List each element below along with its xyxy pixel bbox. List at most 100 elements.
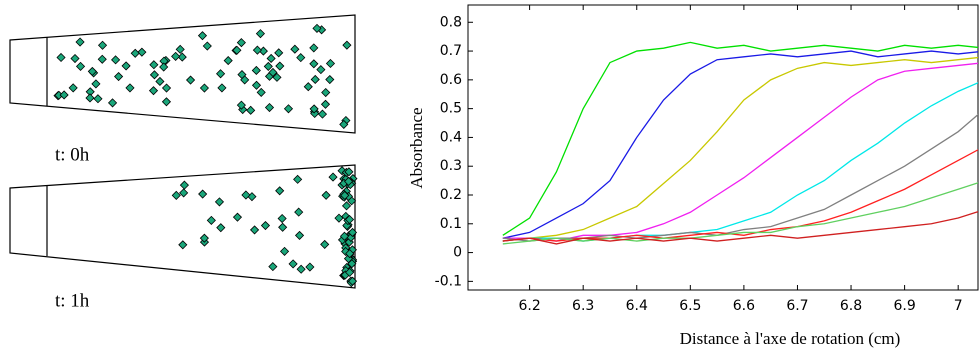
particle: [179, 188, 189, 198]
particle: [263, 61, 273, 71]
particle: [149, 70, 160, 80]
x-axis-label: Distance à l'axe de rotation (cm): [680, 329, 901, 348]
series-line: [502, 50, 978, 239]
particle: [217, 83, 227, 93]
particle: [278, 222, 288, 232]
particle: [68, 83, 78, 93]
particle: [325, 74, 335, 85]
particle: [91, 79, 101, 89]
plot-lines: [502, 41, 978, 245]
particle: [178, 240, 188, 250]
particle: [159, 62, 169, 72]
particle: [171, 51, 181, 61]
particle: [305, 262, 315, 272]
particle: [114, 71, 124, 82]
particle: [177, 52, 187, 62]
particle: [339, 119, 349, 129]
x-tick-label: 6.5: [679, 298, 701, 314]
particle: [148, 86, 159, 96]
particle: [342, 40, 352, 50]
particle: [125, 83, 135, 93]
particle: [249, 225, 260, 235]
particle: [256, 87, 266, 97]
particle: [223, 55, 233, 66]
particle: [260, 220, 271, 231]
particle: [236, 100, 246, 110]
series-line: [502, 182, 978, 245]
particle: [59, 90, 69, 100]
particle: [288, 259, 298, 269]
particle: [75, 61, 86, 71]
particle: [155, 76, 165, 87]
particle: [241, 190, 251, 200]
particle: [232, 212, 243, 222]
plot-frame: [467, 4, 979, 291]
particle: [232, 45, 242, 55]
x-tick-label: 6.6: [733, 298, 755, 314]
y-tick-label: 0.8: [440, 14, 462, 30]
particle: [310, 74, 320, 85]
particle: [275, 186, 285, 196]
cell-diagrams: [9, 14, 356, 289]
particle: [317, 109, 328, 119]
particle: [309, 43, 319, 53]
y-tick-label: -0.1: [435, 273, 462, 289]
particle: [85, 93, 95, 103]
y-tick-label: 0.4: [440, 129, 462, 145]
particle: [130, 48, 140, 58]
particle: [296, 264, 306, 274]
particle: [70, 53, 80, 64]
particle: [111, 55, 121, 65]
particle: [303, 82, 313, 92]
particle: [277, 213, 287, 224]
particle: [296, 53, 306, 63]
cell-1h: [9, 164, 356, 289]
particle: [321, 87, 331, 98]
particle: [309, 59, 319, 69]
x-tick-label: 6.8: [840, 298, 862, 314]
particle: [246, 105, 256, 115]
particle: [283, 104, 294, 114]
particle: [161, 83, 172, 93]
particle: [214, 197, 225, 207]
x-tick-label: 7: [954, 298, 963, 314]
particle: [274, 48, 284, 58]
particle: [87, 66, 97, 76]
particle: [344, 214, 355, 225]
particle: [325, 58, 336, 69]
particle: [294, 230, 305, 240]
particle: [199, 233, 209, 243]
particle: [199, 83, 210, 93]
y-tick-label: 0.3: [440, 158, 462, 174]
particle: [321, 190, 331, 200]
particle: [198, 189, 208, 199]
particle: [171, 190, 181, 200]
y-tick-label: 0.2: [440, 187, 462, 203]
particle: [206, 215, 216, 225]
particle: [75, 37, 85, 47]
particle: [344, 167, 354, 177]
particle: [312, 23, 322, 33]
y-tick-label: 0.7: [440, 43, 462, 59]
series-line: [502, 41, 978, 236]
particle: [197, 31, 208, 41]
particle: [290, 44, 300, 54]
particle: [345, 267, 355, 277]
particle: [97, 40, 108, 50]
particle: [309, 104, 319, 114]
particle: [251, 80, 262, 90]
particle: [268, 67, 278, 78]
particle: [347, 276, 358, 286]
particle: [121, 61, 131, 71]
particle: [264, 102, 275, 113]
particle: [202, 41, 212, 51]
particle: [266, 53, 276, 64]
x-tick-label: 6.7: [786, 298, 808, 314]
particle: [161, 97, 172, 107]
particle: [185, 75, 196, 85]
particle: [294, 207, 304, 217]
particle: [107, 98, 118, 108]
x-tick-label: 6.2: [518, 298, 540, 314]
annotation: t: 0h: [55, 144, 90, 165]
